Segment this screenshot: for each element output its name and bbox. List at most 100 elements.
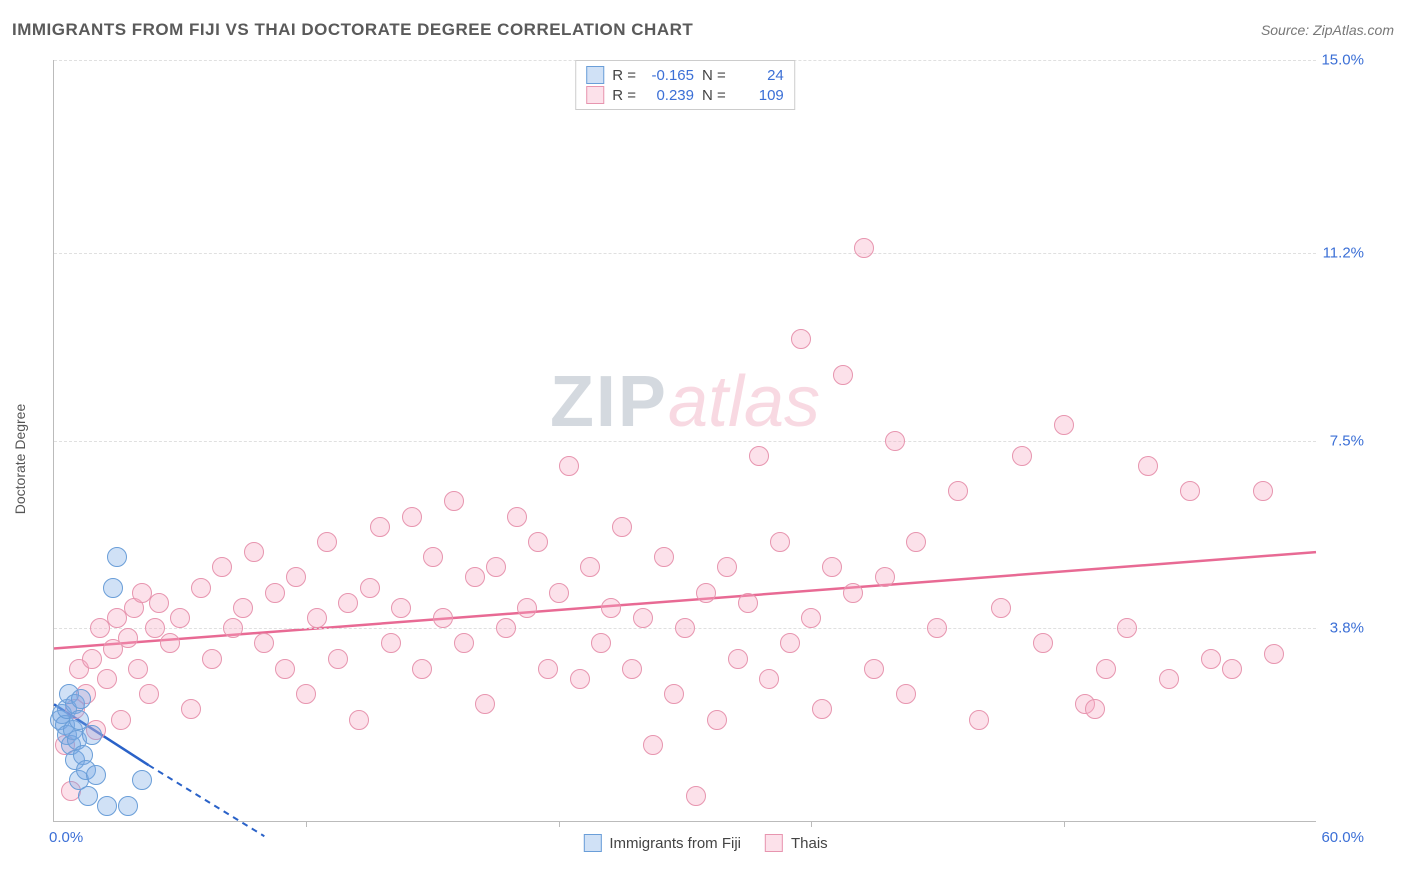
data-point — [370, 517, 390, 537]
data-point — [63, 720, 83, 740]
source-prefix: Source: — [1261, 22, 1313, 38]
data-point — [59, 684, 79, 704]
y-tick-label: 3.8% — [1330, 620, 1364, 637]
x-origin-label: 0.0% — [49, 829, 83, 846]
swatch-thais-icon — [586, 86, 604, 104]
data-point — [654, 547, 674, 567]
data-point — [55, 715, 75, 735]
bottom-legend: Immigrants from Fiji Thais — [583, 834, 827, 852]
source-name: ZipAtlas.com — [1313, 22, 1394, 38]
data-point — [454, 633, 474, 653]
data-point — [286, 567, 306, 587]
data-point — [78, 786, 98, 806]
y-tick-label: 11.2% — [1323, 244, 1364, 261]
data-point — [381, 633, 401, 653]
data-point — [65, 750, 85, 770]
data-point — [97, 669, 117, 689]
data-point — [307, 608, 327, 628]
data-point — [664, 684, 684, 704]
data-point — [50, 710, 70, 730]
x-max-label: 60.0% — [1321, 829, 1364, 846]
data-point — [1012, 446, 1032, 466]
data-point — [402, 507, 422, 527]
data-point — [103, 578, 123, 598]
data-point — [991, 598, 1011, 618]
data-point — [738, 593, 758, 613]
data-point — [149, 593, 169, 613]
legend-item-thais: Thais — [765, 834, 828, 852]
data-point — [686, 786, 706, 806]
data-point — [69, 710, 89, 730]
swatch-thais-icon — [765, 834, 783, 852]
data-point — [128, 659, 148, 679]
n-label: N = — [702, 67, 726, 84]
data-point — [103, 639, 123, 659]
data-point — [132, 770, 152, 790]
data-point — [507, 507, 527, 527]
data-point — [875, 567, 895, 587]
x-tick — [1064, 821, 1065, 827]
source-attribution: Source: ZipAtlas.com — [1261, 22, 1394, 38]
data-point — [181, 699, 201, 719]
correlation-stats-box: R = -0.165 N = 24 R = 0.239 N = 109 — [575, 60, 795, 110]
data-point — [55, 735, 75, 755]
watermark-atlas: atlas — [668, 362, 820, 442]
data-point — [139, 684, 159, 704]
data-point — [275, 659, 295, 679]
watermark: ZIPatlas — [550, 361, 820, 443]
data-point — [107, 608, 127, 628]
data-point — [444, 491, 464, 511]
data-point — [759, 669, 779, 689]
data-point — [1180, 481, 1200, 501]
data-point — [76, 684, 96, 704]
data-point — [643, 735, 663, 755]
x-tick — [811, 821, 812, 827]
data-point — [770, 532, 790, 552]
data-point — [65, 699, 85, 719]
data-point — [528, 532, 548, 552]
data-point — [73, 745, 93, 765]
data-point — [1054, 415, 1074, 435]
data-point — [82, 649, 102, 669]
data-point — [833, 365, 853, 385]
data-point — [433, 608, 453, 628]
chart-title: IMMIGRANTS FROM FIJI VS THAI DOCTORATE D… — [12, 20, 693, 40]
data-point — [559, 456, 579, 476]
data-point — [61, 735, 81, 755]
data-point — [191, 578, 211, 598]
data-point — [517, 598, 537, 618]
data-point — [328, 649, 348, 669]
r-label: R = — [612, 87, 636, 104]
stats-row-fiji: R = -0.165 N = 24 — [586, 65, 784, 85]
data-point — [412, 659, 432, 679]
gridline-h — [54, 628, 1316, 629]
data-point — [969, 710, 989, 730]
data-point — [475, 694, 495, 714]
data-point — [948, 481, 968, 501]
data-point — [244, 542, 264, 562]
data-point — [254, 633, 274, 653]
data-point — [843, 583, 863, 603]
data-point — [486, 557, 506, 577]
data-point — [906, 532, 926, 552]
data-point — [76, 760, 96, 780]
data-point — [170, 608, 190, 628]
data-point — [57, 725, 77, 745]
data-point — [118, 796, 138, 816]
swatch-fiji-icon — [586, 66, 604, 84]
plot-wrapper: Doctorate Degree R = -0.165 N = 24 R = 0… — [45, 55, 1366, 862]
data-point — [780, 633, 800, 653]
data-point — [107, 547, 127, 567]
gridline-h — [54, 441, 1316, 442]
data-point — [696, 583, 716, 603]
data-point — [1096, 659, 1116, 679]
data-point — [338, 593, 358, 613]
data-point — [591, 633, 611, 653]
r-value-thais: 0.239 — [644, 87, 694, 104]
data-point — [1033, 633, 1053, 653]
swatch-fiji-icon — [583, 834, 601, 852]
data-point — [633, 608, 653, 628]
legend-item-fiji: Immigrants from Fiji — [583, 834, 741, 852]
data-point — [622, 659, 642, 679]
data-point — [61, 781, 81, 801]
